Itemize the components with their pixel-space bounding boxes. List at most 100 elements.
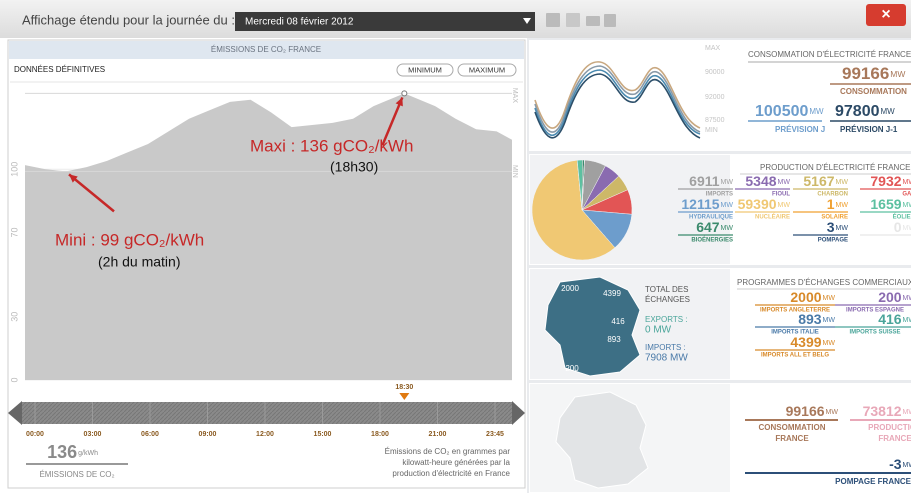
timeline[interactable] (22, 402, 512, 424)
imports-label: IMPORTS : (645, 343, 686, 352)
forecast-j-label: PRÉVISION J (775, 125, 825, 134)
mini-curves (534, 61, 701, 139)
balance-label: POMPAGE FRANCE (835, 477, 911, 486)
metric-unit: MW (890, 69, 905, 79)
summary-unit: g/kWh (78, 450, 98, 457)
metric: 0MW (894, 219, 911, 235)
timeline-cursor-label: 18:30 (395, 384, 413, 391)
minimum-label[interactable]: MINIMUM (408, 65, 442, 74)
timeline-label: 15:00 (314, 431, 332, 438)
production-label: NUCLÉAIRE (755, 213, 790, 221)
close-button[interactable] (866, 4, 906, 26)
date-label: Affichage étendu pour la journée du : (22, 12, 235, 27)
balance-label: CONSOMMATION (759, 423, 826, 432)
metric: 416MW (878, 311, 911, 327)
arrow-head (395, 97, 403, 107)
balance-label: FRANCE (775, 434, 809, 443)
map-label: 416 (611, 317, 625, 326)
toolbar-icons[interactable] (546, 13, 616, 27)
mini-axis-label: MIN (705, 127, 718, 134)
exchanges-title: PROGRAMMES D'ÉCHANGES COMMERCIAUX (737, 278, 911, 287)
metric-unit: MW (903, 295, 911, 302)
metric-value: 12115 (681, 196, 719, 212)
maximum-label[interactable]: MAXIMUM (469, 65, 505, 74)
map-label: 200 (565, 364, 579, 373)
exchange-label: IMPORTS ALL ET BELG (761, 353, 829, 359)
summary-number: 136 (47, 442, 77, 462)
metric: 99166MW (786, 403, 839, 419)
description-line: kilowatt-heure générées par la (402, 458, 510, 467)
metric: 1MW (827, 196, 849, 212)
metric: 3MW (827, 219, 849, 235)
mini-axis-label: MAX (705, 45, 721, 52)
metric-value: 59390 (738, 196, 777, 212)
metric-value: 100500 (755, 103, 808, 120)
metric: 5167MW (803, 173, 848, 189)
production-label: GAZ (902, 192, 911, 198)
metric-value: 97800 (835, 103, 880, 120)
metric: 59390MW (738, 196, 791, 212)
production-label: BIOÉNERGIES (691, 236, 733, 244)
maximum-button[interactable] (457, 63, 517, 77)
metric-unit: MW (836, 179, 849, 186)
close-icon[interactable]: × (881, 6, 890, 23)
metric-unit: MW (881, 107, 896, 116)
metric: 1659MW (870, 196, 911, 212)
exchanges-total: ÉCHANGES (645, 295, 690, 304)
exports-label: EXPORTS : (645, 315, 688, 324)
minimum-button[interactable] (396, 63, 454, 77)
timeline-label: 21:00 (429, 431, 447, 438)
dropdown-arrow[interactable] (523, 18, 531, 24)
summary-label: ÉMISSIONS DE CO₂ (39, 470, 114, 479)
max-annotation: Maxi : 136 gCO₂/kWh (250, 136, 413, 155)
forecast-j1-label: PRÉVISION J-1 (840, 125, 898, 134)
y-tick-label: 100 (9, 162, 19, 177)
metric-unit: MW (823, 317, 836, 324)
metric-value: 3 (827, 219, 835, 235)
consumption-title: CONSOMMATION D'ÉLECTRICITÉ FRANCE (748, 50, 911, 59)
pie-slice (581, 159, 585, 211)
summary-value: 136g/kWh (47, 442, 98, 462)
metric: 200MW (878, 289, 911, 305)
metric-unit: MW (836, 225, 849, 232)
metric: 12115MW (681, 196, 733, 212)
metric-unit: MW (903, 202, 911, 209)
consumption-panel (529, 40, 911, 151)
metric: 97800MW (835, 103, 895, 120)
emissions-area (25, 93, 512, 380)
metric-value: 99166 (842, 64, 889, 83)
description-line: production d'électricité en France (392, 469, 510, 478)
balance-label: PRODUCTION (868, 423, 911, 432)
balance-label: FRANCE (878, 434, 911, 443)
metric-unit: MW (778, 179, 791, 186)
metric-unit: MW (903, 317, 911, 324)
exchange-label: IMPORTS ANGLETERRE (760, 308, 830, 314)
timeline-prev[interactable] (8, 401, 22, 425)
max-annotation-detail: (18h30) (330, 159, 378, 175)
metric-value: 5348 (745, 173, 776, 189)
metric: 5348MW (745, 173, 790, 189)
metric-unit: MW (809, 107, 824, 116)
metric-value: 416 (878, 311, 902, 327)
description-line: Émissions de CO₂ en grammes par (385, 447, 511, 456)
production-label: SOLAIRE (821, 215, 848, 221)
metric-value: 647 (696, 219, 720, 235)
mini-axis-label: 92000 (705, 94, 725, 101)
timeline-next[interactable] (512, 401, 525, 425)
metric: 647MW (696, 219, 733, 235)
production-label: IMPORTS (706, 192, 733, 198)
date-dropdown[interactable] (235, 12, 535, 31)
timeline-cursor[interactable] (399, 393, 410, 400)
timeline-label: 03:00 (84, 431, 102, 438)
max-axis-label: MAX (511, 88, 518, 104)
metric-value: 2000 (790, 289, 821, 305)
y-tick-label: 0 (9, 377, 19, 382)
exchanges-total: TOTAL DES (645, 285, 688, 294)
annotation-arrow (381, 96, 404, 146)
max-point (401, 90, 408, 97)
map-label: 2000 (561, 284, 579, 293)
metric-unit: MW (823, 340, 836, 347)
date-value[interactable]: Mercredi 08 février 2012 (245, 17, 354, 28)
france-regions (555, 391, 649, 489)
exchange-label: IMPORTS SUISSE (849, 330, 900, 336)
